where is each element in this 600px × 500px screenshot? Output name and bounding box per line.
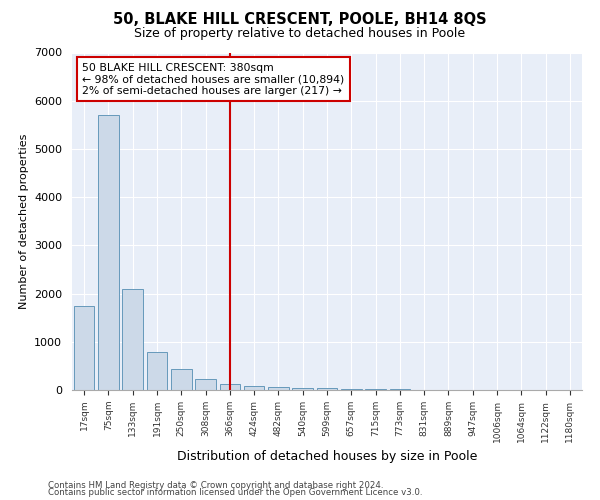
Bar	[220, 384, 240, 390]
Bar	[244, 386, 265, 390]
Text: Size of property relative to detached houses in Poole: Size of property relative to detached ho…	[134, 28, 466, 40]
Bar	[122, 289, 143, 390]
Bar	[171, 370, 191, 390]
X-axis label: Distribution of detached houses by size in Poole: Distribution of detached houses by size …	[177, 450, 477, 463]
Bar	[268, 387, 289, 390]
Bar	[98, 115, 119, 390]
Y-axis label: Number of detached properties: Number of detached properties	[19, 134, 29, 309]
Text: 50 BLAKE HILL CRESCENT: 380sqm
← 98% of detached houses are smaller (10,894)
2% : 50 BLAKE HILL CRESCENT: 380sqm ← 98% of …	[82, 62, 344, 96]
Text: Contains public sector information licensed under the Open Government Licence v3: Contains public sector information licen…	[48, 488, 422, 497]
Text: Contains HM Land Registry data © Crown copyright and database right 2024.: Contains HM Land Registry data © Crown c…	[48, 480, 383, 490]
Bar	[365, 389, 386, 390]
Bar	[317, 388, 337, 390]
Bar	[341, 388, 362, 390]
Bar	[292, 388, 313, 390]
Bar	[146, 352, 167, 390]
Text: 50, BLAKE HILL CRESCENT, POOLE, BH14 8QS: 50, BLAKE HILL CRESCENT, POOLE, BH14 8QS	[113, 12, 487, 28]
Bar	[195, 379, 216, 390]
Bar	[74, 306, 94, 390]
